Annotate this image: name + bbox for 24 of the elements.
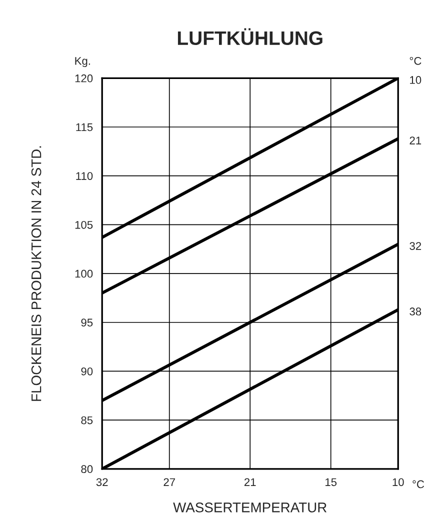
series-label: 32	[410, 242, 422, 250]
y-axis-title: FLOCKENEIS PRODUKTION IN 24 STD.	[31, 146, 42, 401]
x-tick-label: 10	[392, 478, 404, 486]
y-tick-label: 120	[75, 74, 93, 82]
text: °C	[412, 480, 424, 488]
x-tick-label: 15	[326, 478, 337, 486]
y-tick-label: 80	[81, 465, 93, 474]
series-label: 38	[410, 308, 422, 316]
y-tick-label: 105	[75, 220, 93, 229]
y-tick-label: 100	[75, 270, 93, 278]
y-tick-label: 95	[81, 318, 93, 327]
chart-title: LUFTKÜHLUNG	[178, 28, 322, 46]
x-tick-label: 32	[96, 478, 108, 486]
y-tick-label: 90	[81, 367, 93, 376]
series-label: 10	[410, 76, 422, 84]
legend-title: °C	[410, 56, 422, 65]
y-tick-label: 115	[76, 123, 93, 132]
x-tick-label: 21	[244, 478, 256, 486]
text: Kg.	[75, 57, 90, 68]
y-tick-label: 85	[81, 416, 93, 424]
x-tick-label: 27	[164, 478, 175, 486]
series-label: 21	[410, 136, 422, 144]
y-tick-label: 110	[76, 172, 93, 180]
x-axis-title: WASSERTEMPERATUR	[173, 502, 327, 512]
